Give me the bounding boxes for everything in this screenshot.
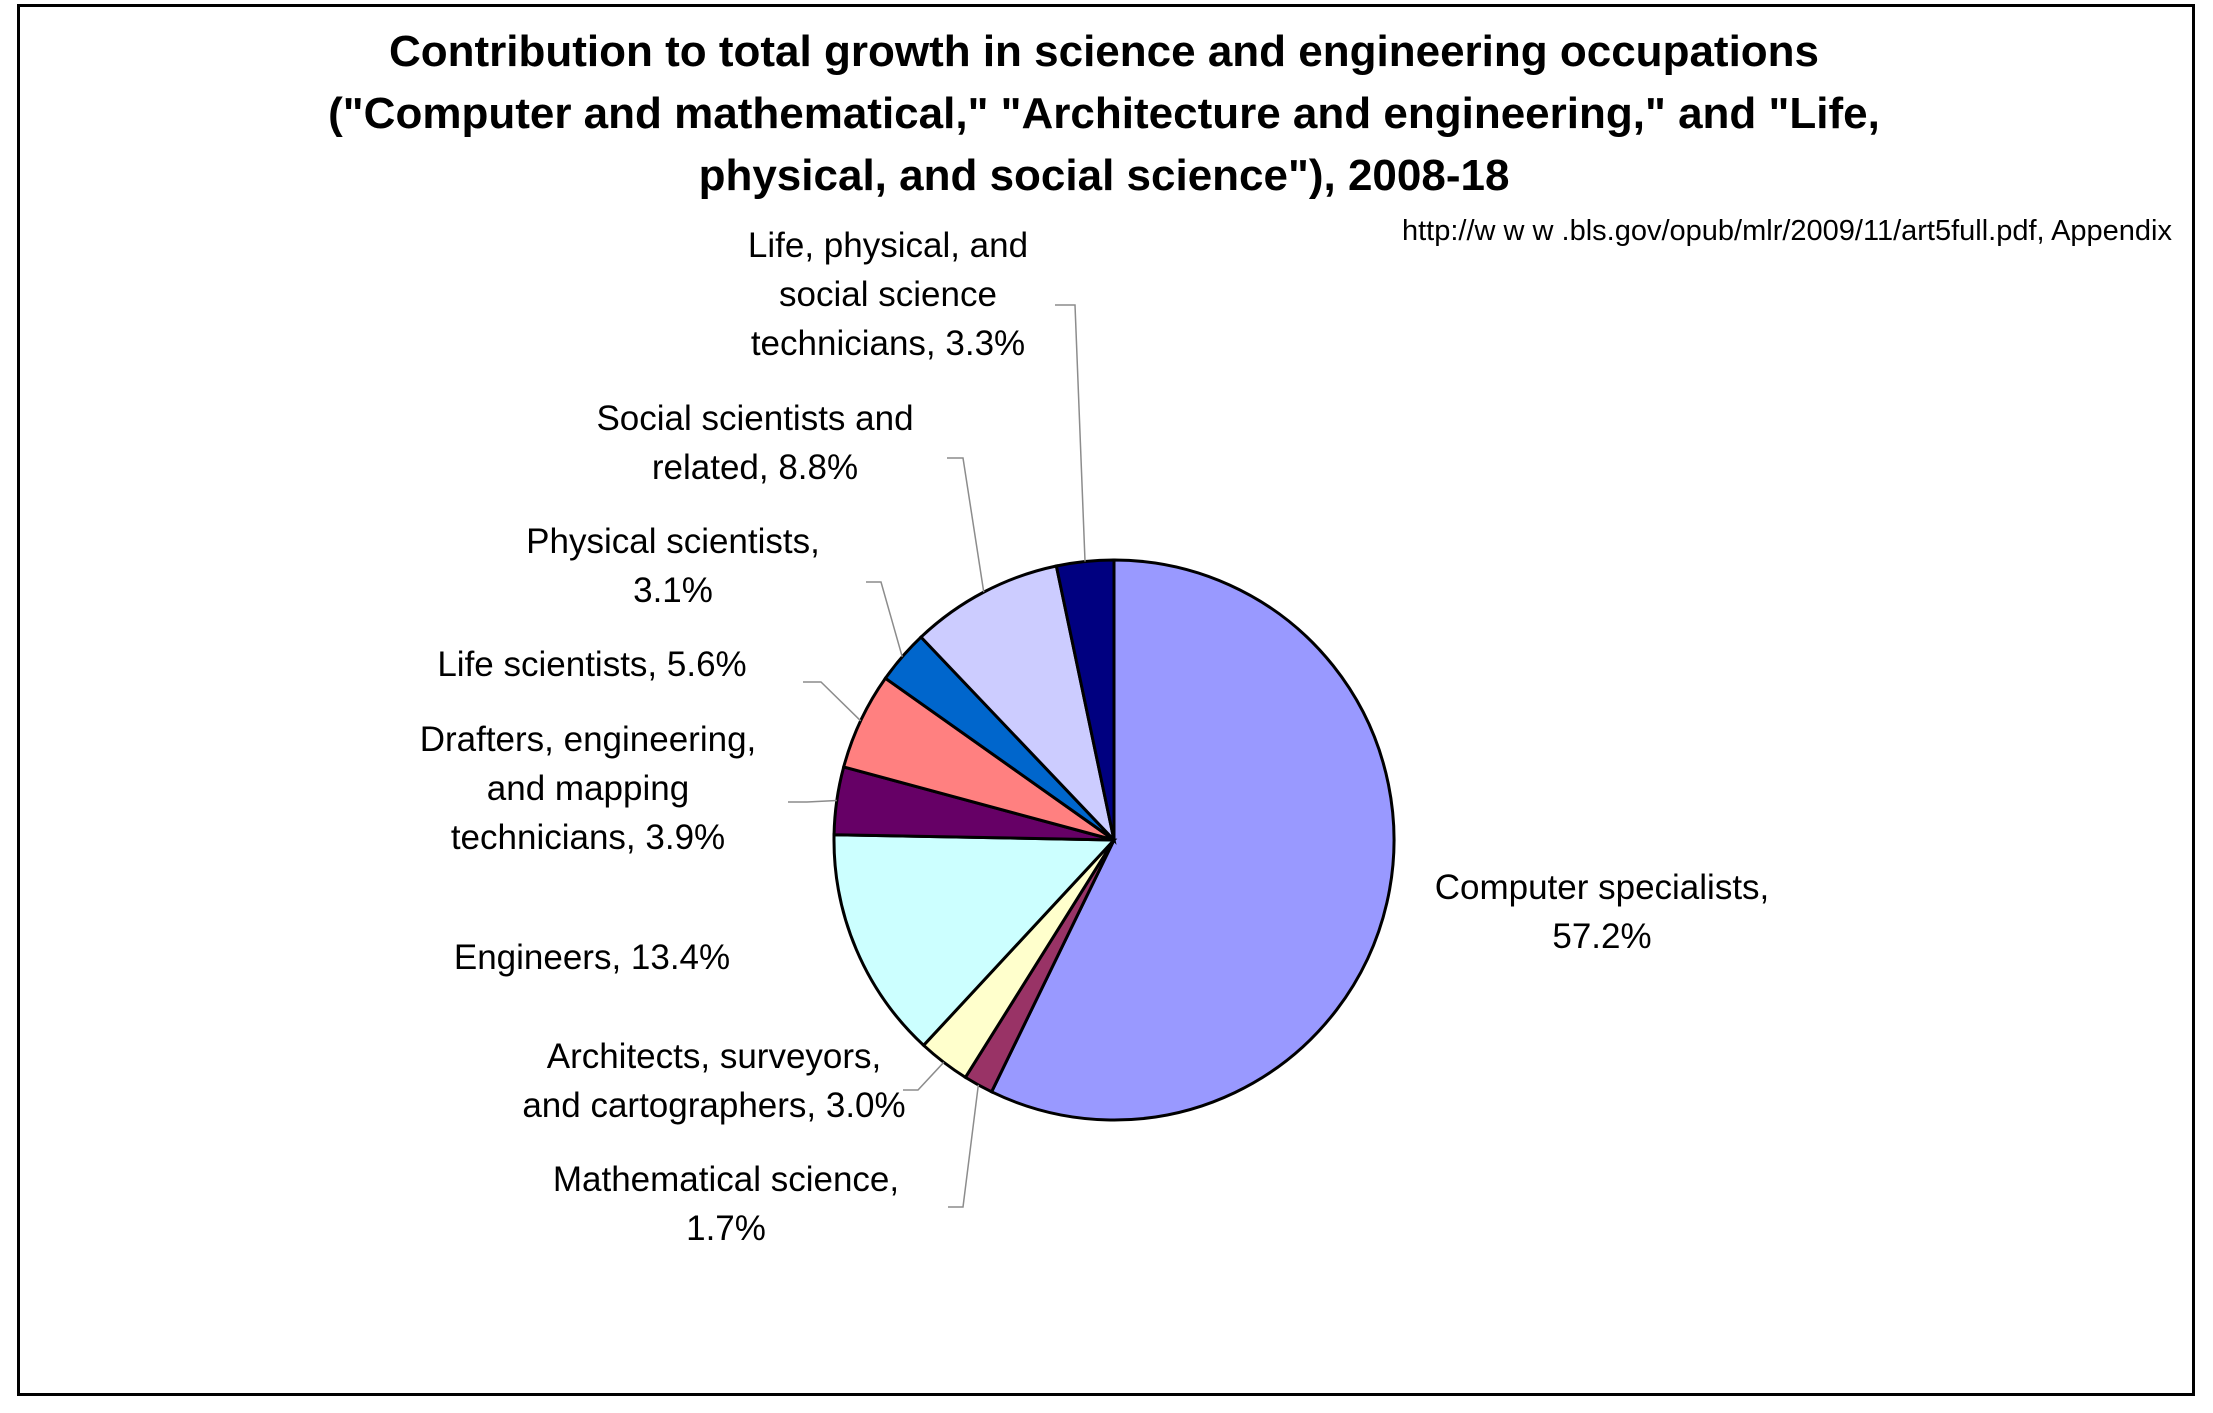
slice-engineers (832, 833, 1118, 1048)
label-life-scientists: Life scientists, 5.6% (437, 645, 746, 684)
chart-title-line-1: Contribution to total growth in science … (389, 27, 1819, 76)
label-social-scientists-and-related: Social scientists and related, 8.8% (596, 399, 913, 487)
label-engineers: Engineers, 13.4% (454, 938, 730, 977)
leader-lines (788, 304, 1086, 1208)
leader-life-physical-and-social-science-technicians (1055, 304, 1086, 562)
leader-life-scientists (803, 681, 862, 722)
slice-computer-specialists (989, 558, 1396, 1122)
chart-frame: Contribution to total growth in science … (17, 4, 2195, 1396)
label-architects-surveyors-and-cartographers: Architects, surveyors, and cartographers,… (522, 1037, 905, 1125)
label-drafters-engineering-and-mapping-technicians: Drafters, engineering, and mapping technic… (420, 720, 757, 857)
label-physical-scientists: Physical scientists, 3.1% (526, 522, 820, 610)
label-computer-specialists: Computer specialists, 57.2% (1435, 868, 1770, 956)
chart-title-line-3: physical, and social science"), 2008-18 (699, 151, 1510, 200)
slice-labels: Computer specialists, 57.2% Mathematical s… (420, 226, 1770, 1248)
leader-mathematical-science (948, 1084, 980, 1208)
chart-title-line-2: ("Computer and mathematical," "Architect… (328, 89, 1880, 138)
label-mathematical-science: Mathematical science, 1.7% (553, 1160, 899, 1248)
slice-life-physical-and-social-science-technicians (1054, 558, 1116, 841)
leader-drafters-engineering-and-mapping-technicians (788, 799, 837, 803)
source-note: http://w w w .bls.gov/opub/mlr/2009/11/a… (1402, 215, 2173, 247)
pie-chart: Contribution to total growth in science … (328, 27, 2173, 1248)
pie-slices (832, 558, 1396, 1122)
chart-title: Contribution to total growth in science … (328, 27, 1880, 200)
leader-architects-surveyors-and-cartographers (903, 1061, 945, 1091)
leader-social-scientists-and-related (947, 457, 985, 593)
leader-physical-scientists (866, 581, 903, 658)
label-life-physical-and-social-science-technicians: Life, physical, and social science technic… (748, 226, 1028, 363)
